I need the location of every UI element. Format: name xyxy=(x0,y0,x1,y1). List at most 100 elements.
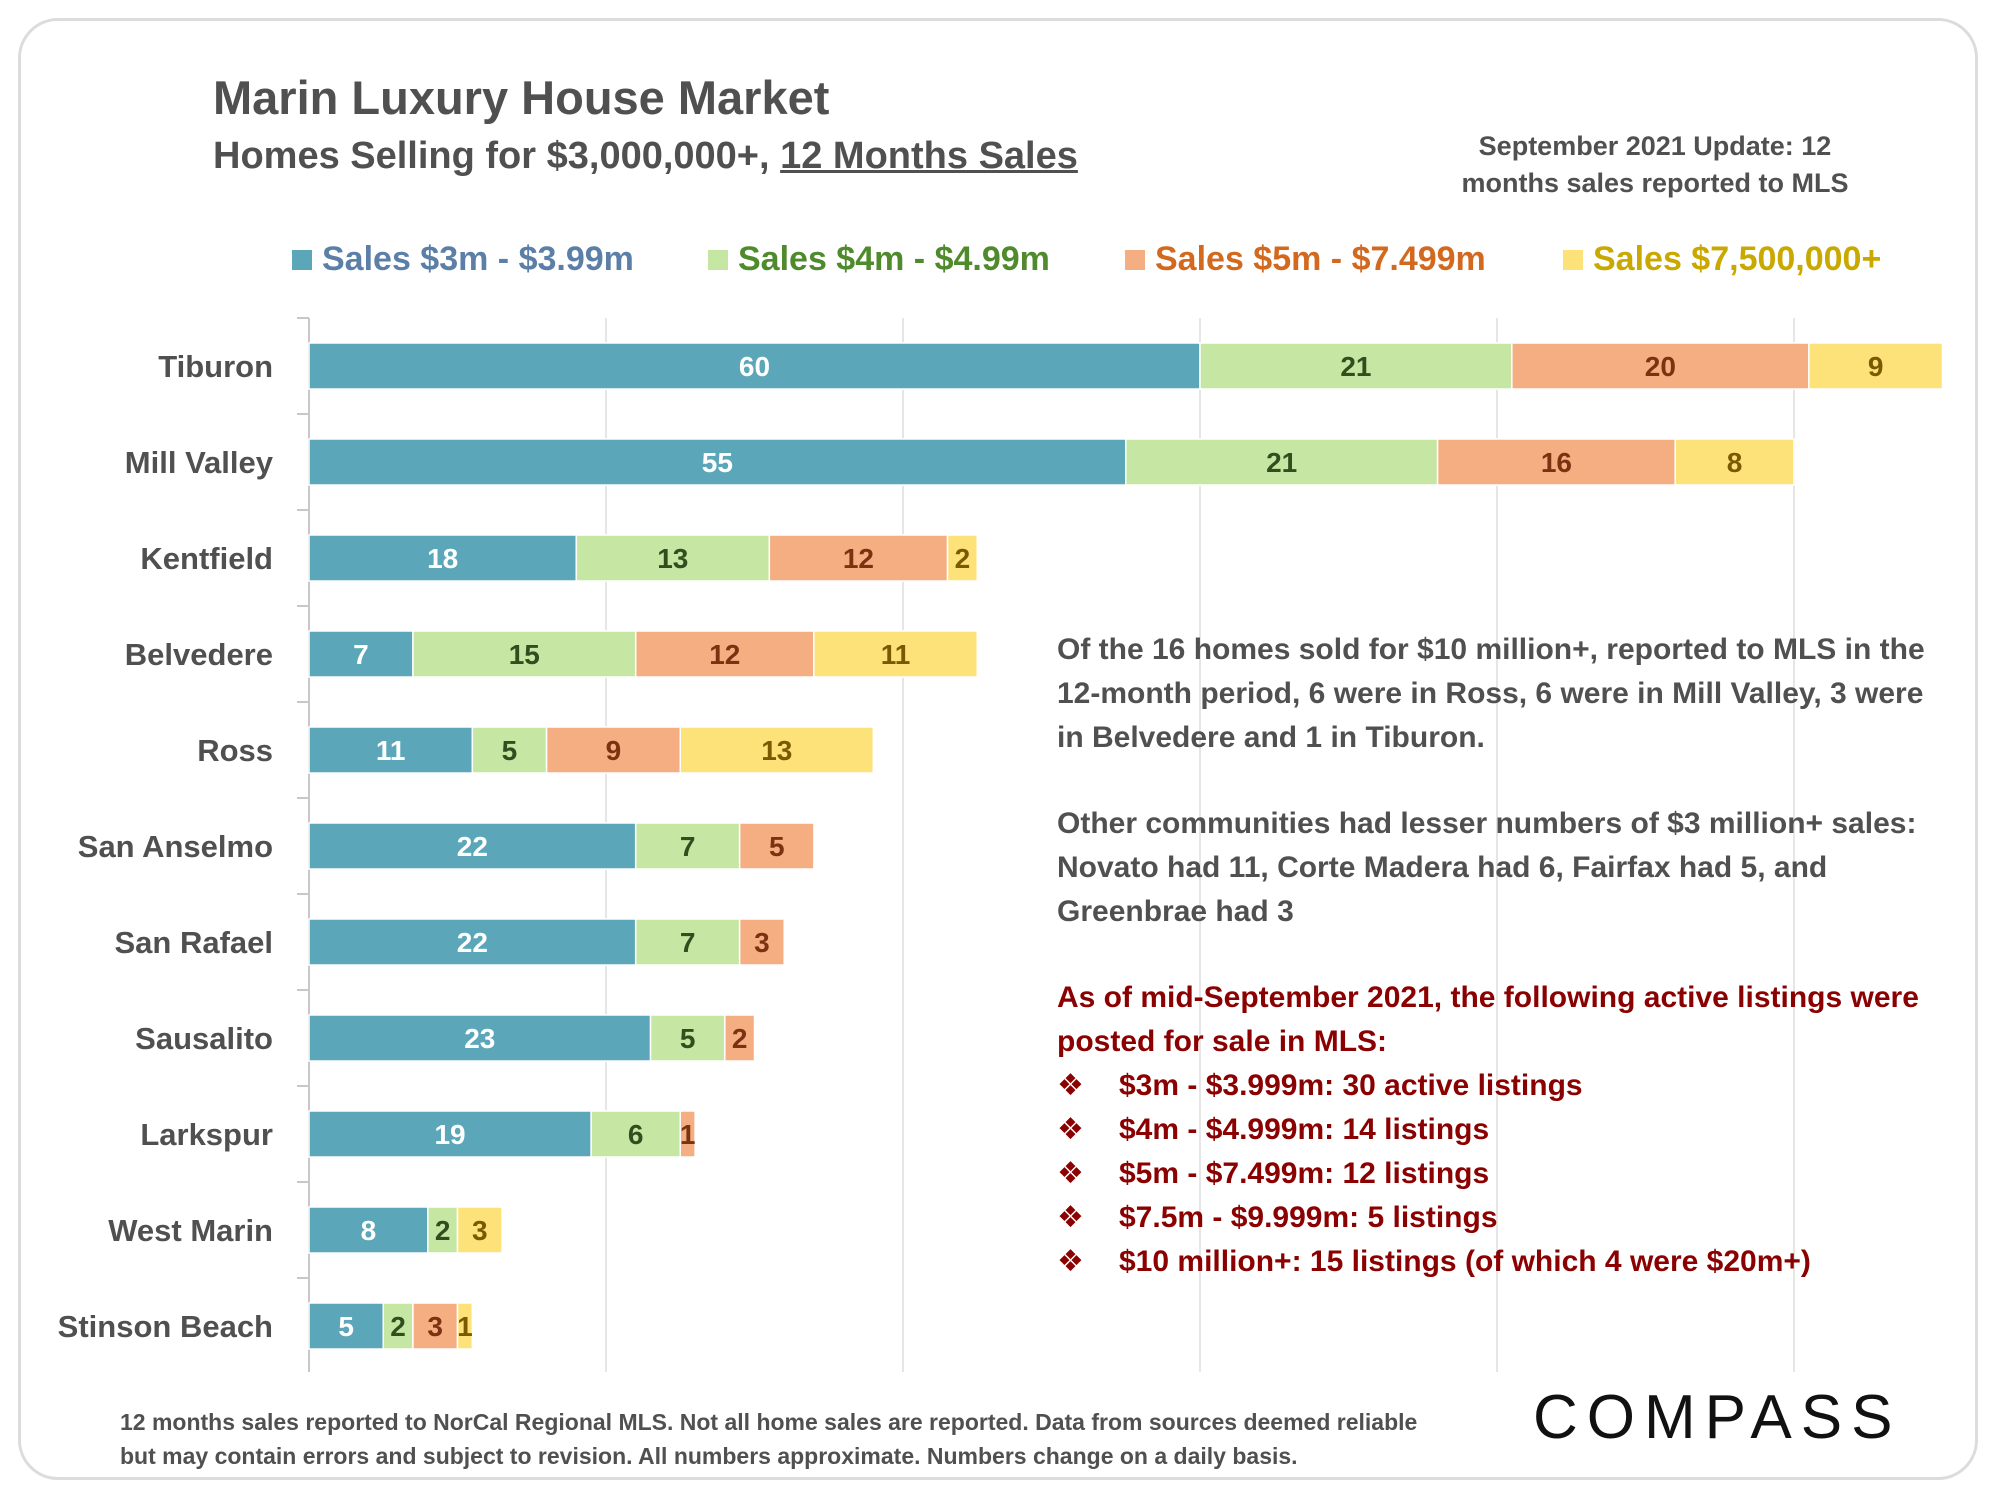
active-listing-text: $7.5m - $9.999m: 5 listings xyxy=(1119,1201,1498,1234)
data-label: 22 xyxy=(457,831,488,862)
data-label: 13 xyxy=(657,543,688,574)
bar-segment xyxy=(1199,342,1513,390)
bar-segment xyxy=(308,342,1201,390)
category-label: Kentfield xyxy=(140,541,273,576)
data-label: 12 xyxy=(709,639,740,670)
footnote-line-2: but may contain errors and subject to re… xyxy=(120,1443,1298,1469)
bar-segment xyxy=(634,822,741,870)
legend-swatch-2 xyxy=(708,249,728,270)
data-label: 3 xyxy=(754,927,770,958)
update-line-1: September 2021 Update: 12 xyxy=(1478,131,1832,161)
legend-label-4: Sales $7,500,000+ xyxy=(1593,240,1882,278)
category-label: Larkspur xyxy=(140,1117,273,1152)
active-listings-heading: As of mid-September 2021, the following … xyxy=(1057,981,1919,1058)
bar-segment xyxy=(308,726,474,774)
data-label: 19 xyxy=(434,1119,465,1150)
data-label: 12 xyxy=(843,543,874,574)
data-label: 22 xyxy=(457,927,488,958)
bar-segment xyxy=(946,534,978,582)
data-label: 1 xyxy=(457,1311,473,1342)
active-listing-text: $4m - $4.999m: 14 listings xyxy=(1119,1113,1490,1146)
bar-segment xyxy=(456,1206,503,1254)
data-label: 21 xyxy=(1266,447,1297,478)
update-note: September 2021 Update: 12 months sales r… xyxy=(1455,128,1855,202)
diamond-bullet-icon: ❖ xyxy=(1057,1157,1084,1190)
data-label: 7 xyxy=(680,831,696,862)
data-label: 11 xyxy=(376,735,406,766)
data-label: 3 xyxy=(427,1311,443,1342)
update-line-2: months sales reported to MLS xyxy=(1461,168,1849,198)
bar-segment xyxy=(768,534,949,582)
subtitle-underlined: 12 Months Sales xyxy=(780,135,1078,177)
diamond-bullet-icon: ❖ xyxy=(1057,1113,1084,1146)
active-listing-text: $3m - $3.999m: 30 active listings xyxy=(1119,1069,1583,1102)
bar-segment xyxy=(308,534,578,582)
data-label: 6 xyxy=(628,1119,644,1150)
diamond-bullet-icon: ❖ xyxy=(1057,1201,1084,1234)
data-label: 5 xyxy=(769,831,785,862)
bar-segment xyxy=(308,1302,384,1350)
bar-segment xyxy=(813,630,979,678)
data-label: 8 xyxy=(1727,447,1743,478)
active-listings-block: As of mid-September 2021, the following … xyxy=(1057,976,1937,1284)
data-label: 9 xyxy=(1868,351,1884,382)
bar-segment xyxy=(471,726,548,774)
active-listing-text: $5m - $7.499m: 12 listings xyxy=(1119,1157,1490,1190)
bar-segment xyxy=(545,726,681,774)
active-listing-text: $10 million+: 15 listings (of which 4 we… xyxy=(1119,1245,1811,1278)
bar-segment xyxy=(679,1110,696,1158)
data-label: 20 xyxy=(1645,351,1676,382)
data-label: 55 xyxy=(702,447,733,478)
bar-segment xyxy=(1511,342,1810,390)
active-listing-item: ❖ $4m - $4.999m: 14 listings xyxy=(1057,1108,1937,1152)
data-label: 15 xyxy=(509,639,540,670)
category-label: Ross xyxy=(197,733,273,768)
category-label: West Marin xyxy=(108,1213,273,1248)
bar-segment xyxy=(679,726,875,774)
chart-title: Marin Luxury House Market xyxy=(213,71,830,124)
data-label: 7 xyxy=(353,639,369,670)
data-label: 18 xyxy=(427,543,458,574)
data-label: 2 xyxy=(390,1311,406,1342)
legend-label-2: Sales $4m - $4.99m xyxy=(738,240,1050,278)
legend-item-4: Sales $7,500,000+ xyxy=(1563,240,1881,279)
data-label: 23 xyxy=(464,1023,495,1054)
bar-segment xyxy=(308,1110,592,1158)
bar-segment xyxy=(308,630,414,678)
note-paragraph-1: Of the 16 homes sold for $10 million+, r… xyxy=(1057,633,1925,754)
bar-segment xyxy=(634,630,815,678)
data-label: 21 xyxy=(1340,351,1371,382)
active-listing-item: ❖ $10 million+: 15 listings (of which 4 w… xyxy=(1057,1240,1937,1284)
category-label: San Rafael xyxy=(114,925,273,960)
data-label: 11 xyxy=(881,639,911,670)
bar-segment xyxy=(308,1014,652,1062)
data-label: 60 xyxy=(739,351,770,382)
chart-subtitle: Homes Selling for $3,000,000+, 12 Months… xyxy=(213,135,1078,178)
legend-item-2: Sales $4m - $4.99m xyxy=(708,240,1050,279)
legend-label-1: Sales $3m - $3.99m xyxy=(322,240,634,278)
diamond-bullet-icon: ❖ xyxy=(1057,1245,1084,1278)
bar-segment xyxy=(575,534,771,582)
category-label: San Anselmo xyxy=(78,829,273,864)
category-label: Stinson Beach xyxy=(58,1309,273,1344)
bar-segment xyxy=(456,1302,474,1350)
data-label: 9 xyxy=(606,735,622,766)
data-label: 3 xyxy=(472,1215,488,1246)
footnote: 12 months sales reported to NorCal Regio… xyxy=(120,1405,1520,1473)
footnote-line-1: 12 months sales reported to NorCal Regio… xyxy=(120,1409,1418,1435)
bar-segment xyxy=(649,1014,726,1062)
bar-segment xyxy=(412,630,637,678)
category-label: Mill Valley xyxy=(125,445,274,480)
category-label: Sausalito xyxy=(135,1021,273,1056)
legend-label-3: Sales $5m - $7.499m xyxy=(1155,240,1486,278)
bar-segment xyxy=(1125,438,1439,486)
data-label: 8 xyxy=(361,1215,377,1246)
data-label: 5 xyxy=(680,1023,696,1054)
bar-segment xyxy=(412,1302,459,1350)
data-label: 16 xyxy=(1541,447,1572,478)
bar-segment xyxy=(308,822,637,870)
note-paragraph-2: Other communities had lesser numbers of … xyxy=(1057,807,1917,928)
category-label: Tiburon xyxy=(158,349,273,384)
legend-swatch-3 xyxy=(1125,249,1145,270)
